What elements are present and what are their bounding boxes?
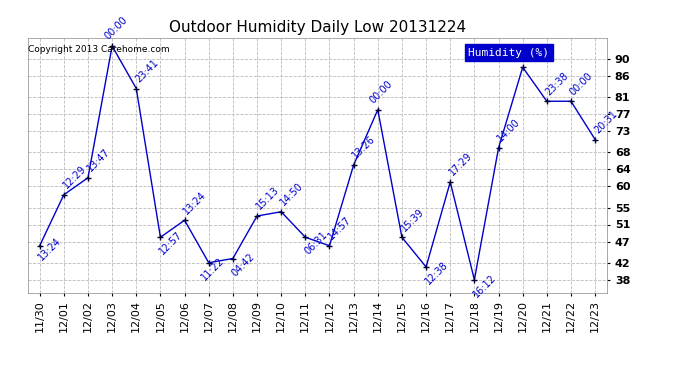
Text: 13:24: 13:24 bbox=[37, 236, 63, 262]
Text: 12:57: 12:57 bbox=[157, 230, 184, 257]
Text: 00:00: 00:00 bbox=[102, 15, 129, 42]
Text: 13:26: 13:26 bbox=[351, 134, 377, 161]
Text: 13:24: 13:24 bbox=[181, 189, 208, 216]
Text: Copyright 2013 Carehome.com: Copyright 2013 Carehome.com bbox=[28, 45, 170, 54]
Text: 16:12: 16:12 bbox=[471, 272, 498, 299]
Text: 12:38: 12:38 bbox=[423, 260, 450, 286]
Text: 23:38: 23:38 bbox=[544, 70, 571, 97]
Text: 14:50: 14:50 bbox=[278, 181, 305, 208]
Text: Humidity (%): Humidity (%) bbox=[469, 48, 549, 58]
Text: 12:29: 12:29 bbox=[61, 164, 88, 190]
Text: 00:00: 00:00 bbox=[368, 79, 395, 106]
Text: 23:41: 23:41 bbox=[133, 57, 160, 84]
Text: 13:47: 13:47 bbox=[85, 147, 112, 174]
Text: 17:29: 17:29 bbox=[447, 151, 474, 178]
Text: 04:42: 04:42 bbox=[230, 251, 257, 278]
Text: 15:13: 15:13 bbox=[254, 185, 281, 212]
Text: 15:39: 15:39 bbox=[399, 206, 426, 233]
Title: Outdoor Humidity Daily Low 20131224: Outdoor Humidity Daily Low 20131224 bbox=[169, 20, 466, 35]
Text: 11:22: 11:22 bbox=[199, 255, 226, 282]
Text: 09:: 09: bbox=[499, 45, 517, 63]
Text: 14:00: 14:00 bbox=[495, 117, 522, 144]
Text: 06:31: 06:31 bbox=[302, 230, 329, 257]
Text: 20:31: 20:31 bbox=[592, 108, 619, 135]
Text: 00:00: 00:00 bbox=[568, 70, 595, 97]
Text: 14:57: 14:57 bbox=[326, 215, 353, 242]
